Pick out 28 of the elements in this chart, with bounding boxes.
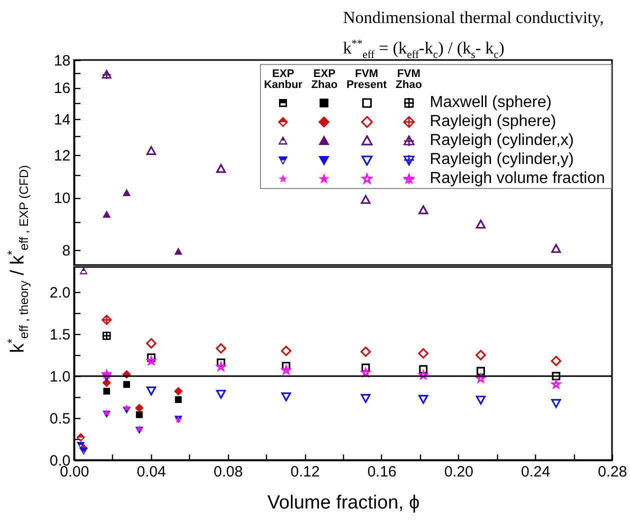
text: FVM Zhao (396, 68, 422, 91)
x-tick-label: 0.28 (598, 464, 628, 480)
y-tick-label: 10 (54, 190, 70, 208)
y-tick-label: 18 (54, 52, 70, 70)
x-tick-label: 0.04 (136, 464, 166, 480)
text: EXP Kanbur (264, 68, 302, 91)
y-tick-label: 1.0 (50, 368, 70, 386)
legend-label: Rayleigh (cylinder,y) (428, 150, 575, 169)
x-tick-label: 0.08 (214, 464, 243, 480)
y-tick-label: 1.5 (50, 326, 70, 344)
x-axis-title: Volume fraction, ϕ (267, 492, 420, 514)
y-tick-label: 0.5 (50, 410, 70, 428)
legend-label: Maxwell (sphere) (428, 93, 553, 112)
legend-label: Rayleigh volume fraction (428, 169, 606, 188)
y-tick-label: 14 (54, 111, 70, 128)
legend-label: Rayleigh (sphere) (428, 112, 558, 131)
text: EXP Zhao (311, 68, 338, 91)
chart-title: Nondimensional thermal conductivity, k$^{**}$$_{eff}$ = (k$_{eff}$-k$_{c}$) / (k$_{s}$- k$_{c}$) (343, 8, 604, 62)
x-tick-label: 0.12 (290, 464, 320, 480)
y-tick-label: 2.0 (50, 284, 70, 302)
y-tick-label: 16 (54, 80, 70, 98)
x-tick-label: 0.16 (367, 464, 397, 480)
y-tick-label: 12 (54, 147, 70, 164)
x-tick-label: 0.24 (521, 464, 550, 480)
x-tick-label: 0.20 (444, 464, 474, 480)
text: FVM Present (346, 68, 387, 91)
y-tick-label: 8 (62, 242, 70, 260)
legend-label: Rayleigh (cylinder,x) (428, 131, 575, 150)
